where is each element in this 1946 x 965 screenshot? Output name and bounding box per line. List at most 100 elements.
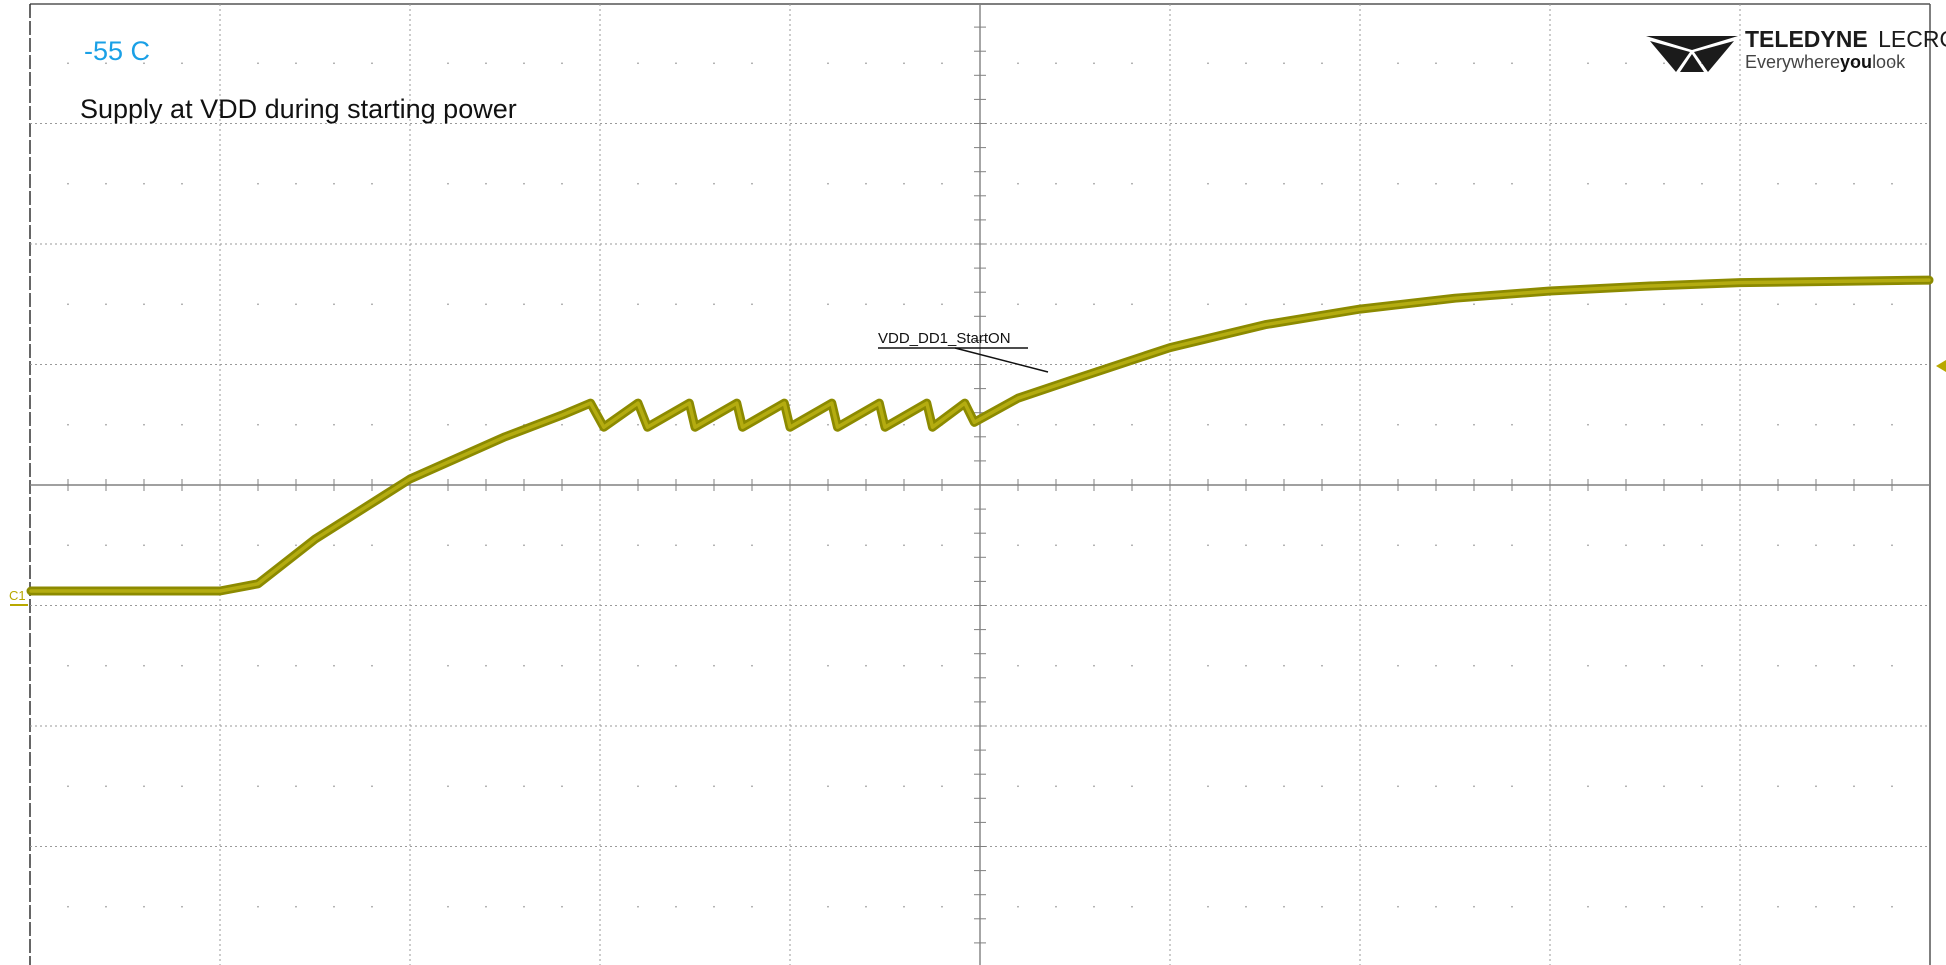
grid-dot [561, 62, 563, 65]
logo-tagline-pre: Everywhere [1745, 52, 1840, 72]
grid-dot [637, 182, 639, 185]
grid-dot [447, 423, 449, 426]
grid-dot [637, 664, 639, 667]
grid-dot [485, 62, 487, 65]
grid-dot [1777, 62, 1779, 65]
grid-dot [1587, 544, 1589, 547]
grid-dot [1321, 905, 1323, 908]
grid-dot [903, 423, 905, 426]
grid-dot [1435, 905, 1437, 908]
grid-dot [637, 785, 639, 788]
grid-dot [1131, 905, 1133, 908]
grid-dot [333, 303, 335, 306]
grid-dot [257, 423, 259, 426]
grid-dot [333, 62, 335, 65]
grid-dot [67, 905, 69, 908]
trace-line [29, 278, 1931, 593]
teledyne-lecroy-logo: TELEDYNE LECROY Everywhereyoulook [1646, 26, 1946, 72]
grid-dot [1017, 423, 1019, 426]
grid-dot [1473, 664, 1475, 667]
grid-dot [713, 62, 715, 65]
grid-dot [561, 182, 563, 185]
grid-dot [1587, 664, 1589, 667]
grid-dot [1701, 905, 1703, 908]
grid-dot [181, 182, 183, 185]
grid-dot [1397, 544, 1399, 547]
grid-dot [143, 182, 145, 185]
grid-dot [1283, 182, 1285, 185]
grid-dot [1625, 62, 1627, 65]
grid-dot [1511, 544, 1513, 547]
grid-dot [1663, 664, 1665, 667]
grid-dot [1435, 544, 1437, 547]
grid-dot [1511, 303, 1513, 306]
grid-dot [675, 182, 677, 185]
grid-dot [1625, 785, 1627, 788]
grid-dot [1587, 905, 1589, 908]
grid-dot [1777, 423, 1779, 426]
grid-dot [1815, 664, 1817, 667]
grid-dot [751, 544, 753, 547]
grid-dot [1435, 423, 1437, 426]
grid-dot [485, 905, 487, 908]
grid-dot [675, 62, 677, 65]
grid-dot [1473, 303, 1475, 306]
grid-dot [105, 544, 107, 547]
grid-dot [1283, 785, 1285, 788]
grid-dot [1625, 664, 1627, 667]
grid-dot [1017, 62, 1019, 65]
grid-dot [713, 182, 715, 185]
grid-dot [941, 303, 943, 306]
grid-dot [1625, 303, 1627, 306]
grid-dot [1017, 785, 1019, 788]
grid-dot [1815, 785, 1817, 788]
grid-dot [257, 664, 259, 667]
grid-dot [1473, 905, 1475, 908]
grid-dot [1891, 905, 1893, 908]
grid-dot [143, 785, 145, 788]
logo-brand-bold: TELEDYNE [1745, 26, 1868, 52]
grid-dot [1663, 423, 1665, 426]
grid-dot [1663, 62, 1665, 65]
grid-dot [333, 905, 335, 908]
grid-dot [827, 905, 829, 908]
grid-dot [1055, 423, 1057, 426]
grid-dot [1853, 664, 1855, 667]
grid-dot [523, 905, 525, 908]
grid-dot [675, 423, 677, 426]
grid-dot [1321, 423, 1323, 426]
grid-dot [1853, 544, 1855, 547]
grid-dot [1093, 62, 1095, 65]
grid-dot [1245, 785, 1247, 788]
grid-dot [1891, 423, 1893, 426]
grid-dot [1815, 905, 1817, 908]
grid-dot [1891, 664, 1893, 667]
grid-dot [941, 664, 943, 667]
grid-dot [865, 664, 867, 667]
grid-dot [257, 62, 259, 65]
grid-dot [105, 62, 107, 65]
grid-dot [1663, 785, 1665, 788]
grid-dot [561, 303, 563, 306]
grid-dot [67, 303, 69, 306]
chart-title: Supply at VDD during starting power [80, 94, 517, 124]
grid-dot [1017, 303, 1019, 306]
grid-dot [903, 62, 905, 65]
grid-dot [1245, 423, 1247, 426]
grid-dot [143, 664, 145, 667]
grid-dot [637, 905, 639, 908]
grid-dot [1511, 182, 1513, 185]
grid-dot [1131, 303, 1133, 306]
grid-dot [1815, 62, 1817, 65]
grid-dot [1283, 62, 1285, 65]
grid-dot [485, 544, 487, 547]
grid-dot [1055, 182, 1057, 185]
grid-dot [371, 182, 373, 185]
grid-dot [751, 905, 753, 908]
grid-dot [181, 62, 183, 65]
grid-dot [903, 303, 905, 306]
grid-dot [675, 303, 677, 306]
grid-dot [1245, 182, 1247, 185]
grid-dot [1207, 905, 1209, 908]
grid-dot [1055, 785, 1057, 788]
